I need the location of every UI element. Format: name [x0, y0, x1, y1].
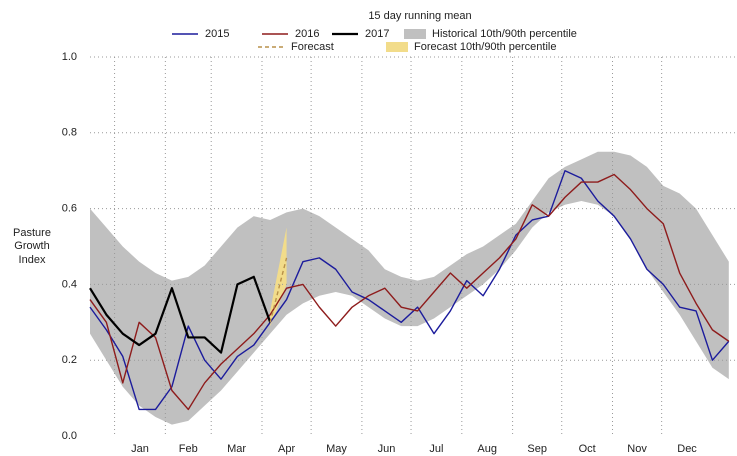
- x-tick-label: Dec: [677, 443, 697, 455]
- percentile-band: [90, 151, 729, 425]
- percentile-band: [270, 227, 287, 327]
- x-tick-label: Sep: [527, 443, 547, 455]
- chart-title: 15 day running mean: [368, 10, 471, 22]
- legend-label: 2016: [295, 28, 319, 40]
- x-tick-label: Feb: [179, 443, 198, 455]
- x-tick-label: Aug: [477, 443, 497, 455]
- legend-label: Forecast: [291, 41, 334, 53]
- y-tick-label: 0.4: [62, 278, 77, 290]
- y-tick-label: 0.2: [62, 354, 77, 366]
- y-axis-label: Index: [19, 254, 46, 266]
- x-tick-label: May: [326, 443, 347, 455]
- legend-swatch: [404, 29, 426, 39]
- x-tick-label: Jul: [429, 443, 443, 455]
- legend-label: Historical 10th/90th percentile: [432, 28, 577, 40]
- legend-swatch: [386, 42, 408, 52]
- y-tick-label: 0.0: [62, 430, 77, 442]
- y-tick-label: 0.6: [62, 203, 77, 215]
- legend-label: Forecast 10th/90th percentile: [414, 41, 556, 53]
- y-tick-label: 1.0: [62, 51, 77, 63]
- x-tick-label: Nov: [627, 443, 647, 455]
- x-tick-label: Oct: [579, 443, 596, 455]
- series-line: [89, 173, 730, 411]
- y-axis-label: Pasture: [13, 227, 51, 239]
- y-tick-label: 0.8: [62, 127, 77, 139]
- x-tick-label: Jun: [378, 443, 396, 455]
- y-axis-label: Growth: [14, 240, 49, 252]
- x-tick-label: Apr: [278, 443, 295, 455]
- legend-label: 2015: [205, 28, 229, 40]
- series-line: [89, 275, 272, 354]
- series-line: [89, 170, 730, 411]
- x-tick-label: Mar: [227, 443, 246, 455]
- x-tick-label: Jan: [131, 443, 149, 455]
- legend-label: 2017: [365, 28, 389, 40]
